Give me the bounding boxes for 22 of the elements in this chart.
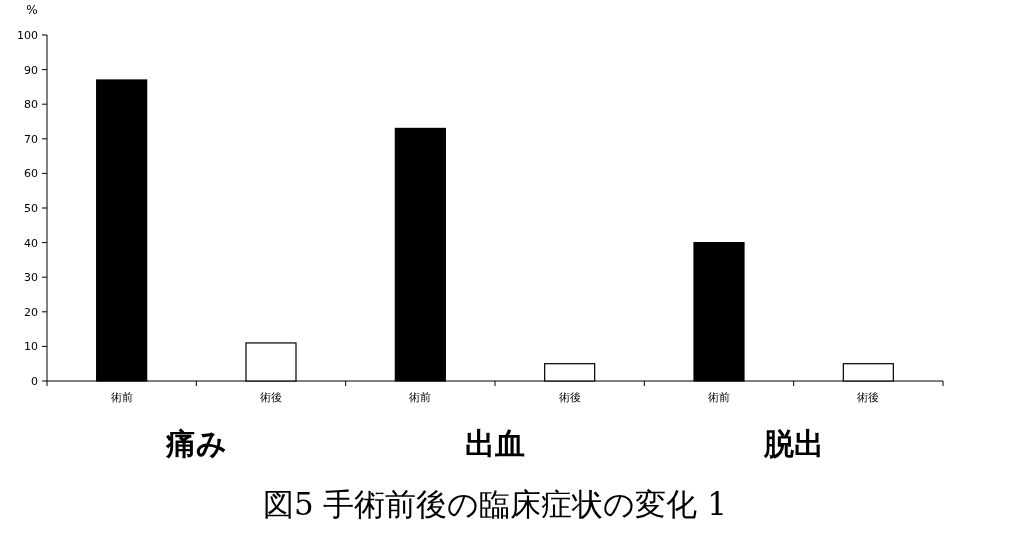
y-tick-label: 40 xyxy=(24,236,38,250)
y-tick-label: 80 xyxy=(24,98,38,112)
y-tick-label: 0 xyxy=(31,375,38,388)
x-tick-label: 術後 xyxy=(558,391,581,404)
text: 痛み xyxy=(164,426,227,461)
text: 図5 手術前後の臨床症状の変化 1 xyxy=(262,486,728,522)
x-tick-label: 術後 xyxy=(260,391,282,404)
x-tick-label: 術前 xyxy=(409,391,432,404)
x-tick-label: 術後 xyxy=(857,391,880,404)
y-tick-label: 50 xyxy=(24,202,38,215)
text: 脱出 xyxy=(762,426,824,461)
y-tick-label: 20 xyxy=(24,305,38,319)
x-tick-label: 術前 xyxy=(708,391,730,404)
y-tick-label: 10 xyxy=(24,340,38,354)
y-tick-label: 30 xyxy=(24,271,38,285)
x-tick-label: 術前 xyxy=(110,391,133,404)
y-tick-label: 70 xyxy=(24,132,38,146)
y-tick-label: 90 xyxy=(24,63,38,77)
y-axis-title: % xyxy=(26,3,38,17)
y-tick-label: 100 xyxy=(17,29,38,42)
y-tick-label: 60 xyxy=(24,167,38,181)
text: 出血 xyxy=(465,426,525,461)
